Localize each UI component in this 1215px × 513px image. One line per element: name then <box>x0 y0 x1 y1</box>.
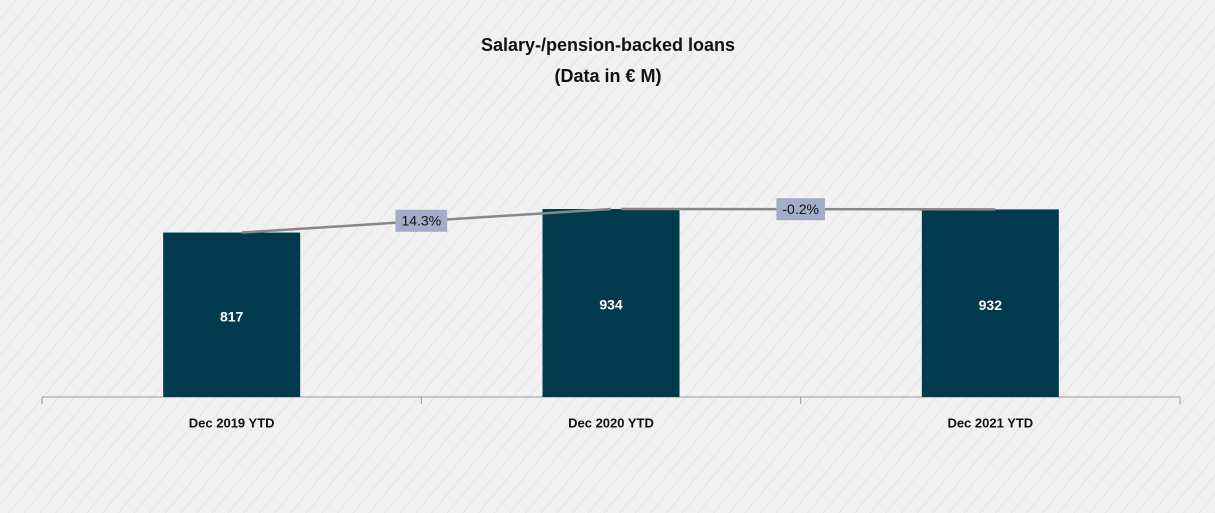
bar-value-label: 817 <box>220 308 244 324</box>
bar <box>163 232 301 397</box>
bar <box>542 209 680 397</box>
x-tick-label: Dec 2021 YTD <box>947 415 1033 430</box>
bar-value-label: 932 <box>979 297 1003 313</box>
x-tick-label: Dec 2020 YTD <box>568 415 654 430</box>
growth-label: -0.2% <box>782 201 819 217</box>
growth-label-box <box>776 198 825 221</box>
bar <box>921 209 1059 397</box>
chart-subtitle: (Data in € M) <box>554 66 661 86</box>
growth-label-box <box>395 209 448 232</box>
growth-label: 14.3% <box>401 212 441 228</box>
x-tick-label: Dec 2019 YTD <box>189 415 275 430</box>
bar-value-label: 934 <box>599 297 623 313</box>
chart-title: Salary-/pension-backed loans <box>481 35 735 55</box>
